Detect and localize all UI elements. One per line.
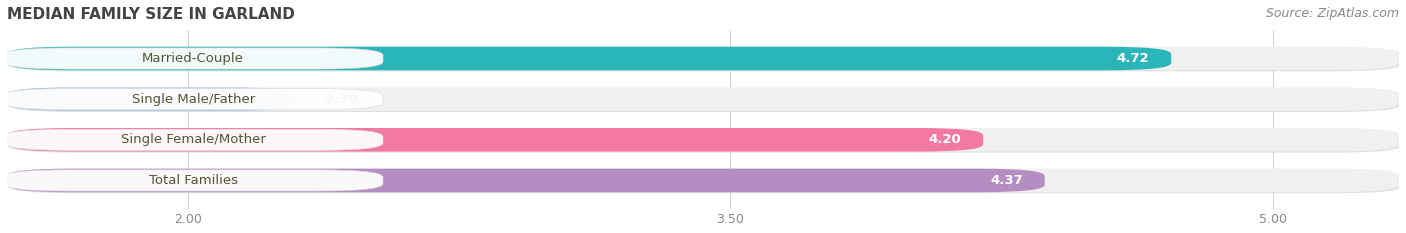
Text: 4.37: 4.37 [990,174,1024,187]
FancyBboxPatch shape [7,128,1399,152]
FancyBboxPatch shape [7,47,1171,70]
Text: MEDIAN FAMILY SIZE IN GARLAND: MEDIAN FAMILY SIZE IN GARLAND [7,7,295,22]
FancyBboxPatch shape [7,169,1399,192]
Text: 4.72: 4.72 [1116,52,1150,65]
FancyBboxPatch shape [7,47,1399,70]
FancyBboxPatch shape [8,169,1400,193]
FancyBboxPatch shape [7,87,297,111]
FancyBboxPatch shape [7,169,1045,192]
Text: Married-Couple: Married-Couple [142,52,245,65]
Text: Total Families: Total Families [149,174,238,187]
FancyBboxPatch shape [3,129,382,150]
FancyBboxPatch shape [8,129,1400,153]
FancyBboxPatch shape [3,170,382,191]
Text: 2.30: 2.30 [325,93,359,106]
FancyBboxPatch shape [3,48,382,69]
FancyBboxPatch shape [7,87,1399,111]
FancyBboxPatch shape [8,47,1400,71]
Text: Source: ZipAtlas.com: Source: ZipAtlas.com [1265,7,1399,20]
Text: 4.20: 4.20 [929,133,962,146]
FancyBboxPatch shape [3,89,382,110]
FancyBboxPatch shape [8,88,1400,112]
Text: Single Male/Father: Single Male/Father [132,93,254,106]
Text: Single Female/Mother: Single Female/Mother [121,133,266,146]
FancyBboxPatch shape [7,128,983,152]
